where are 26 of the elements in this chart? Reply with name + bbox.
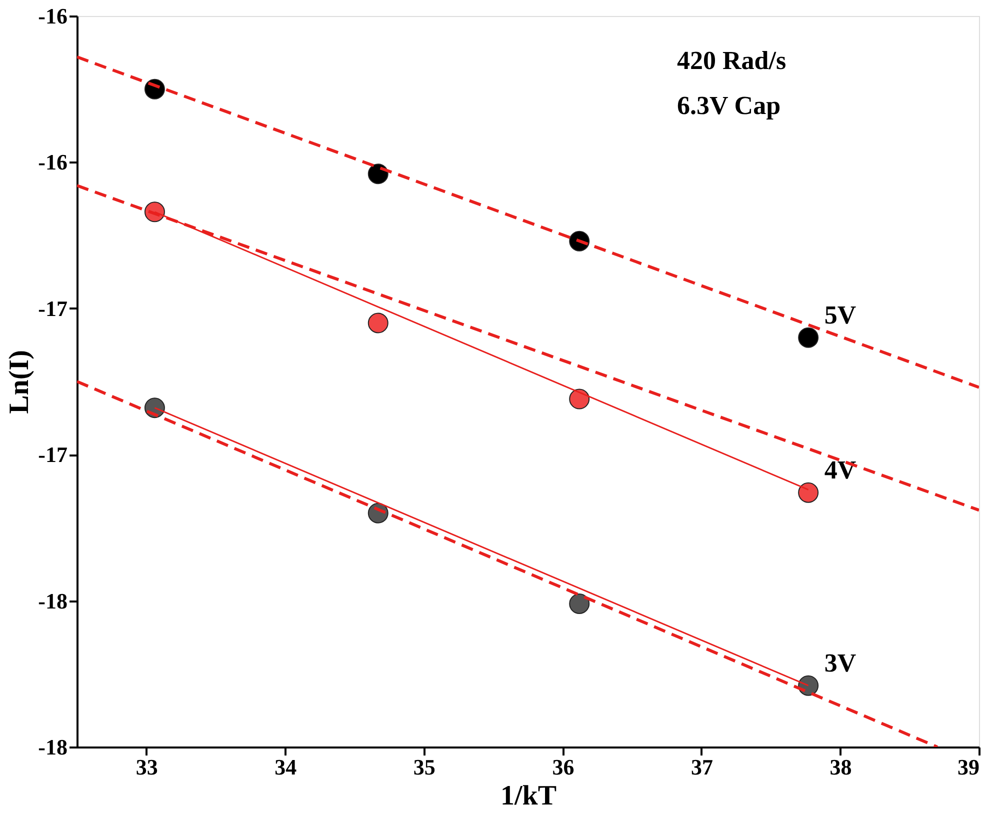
x-tick-label: 37 <box>690 754 713 780</box>
series-label: 3V <box>824 648 856 678</box>
x-tick-label: 38 <box>830 754 852 780</box>
point <box>368 312 388 334</box>
x-tick-label: 36 <box>552 754 574 780</box>
annotation: 6.3V Cap <box>677 91 781 120</box>
y-tick-label: -17 <box>38 296 68 321</box>
y-tick-label: -16 <box>38 4 68 28</box>
y-tick-label: -18 <box>38 588 68 614</box>
y-tick-label: -18 <box>38 734 68 760</box>
point <box>798 482 819 503</box>
x-tick-label: 35 <box>413 754 436 780</box>
point <box>569 593 590 614</box>
point <box>569 388 590 410</box>
x-axis-title: 1/kT <box>500 780 557 812</box>
y-axis-title: Ln(I) <box>4 350 36 414</box>
y-tick-label: -16 <box>38 150 68 175</box>
series-label: 5V <box>824 300 856 330</box>
annotation: 420 Rad/s <box>677 46 786 75</box>
y-tick-label: -17 <box>38 442 68 468</box>
x-tick-label: 39 <box>958 754 980 780</box>
series-label: 4V <box>824 456 856 485</box>
x-tick-label: 34 <box>274 754 297 780</box>
point <box>798 327 819 348</box>
point <box>368 164 388 184</box>
x-tick-label: 33 <box>136 754 158 780</box>
